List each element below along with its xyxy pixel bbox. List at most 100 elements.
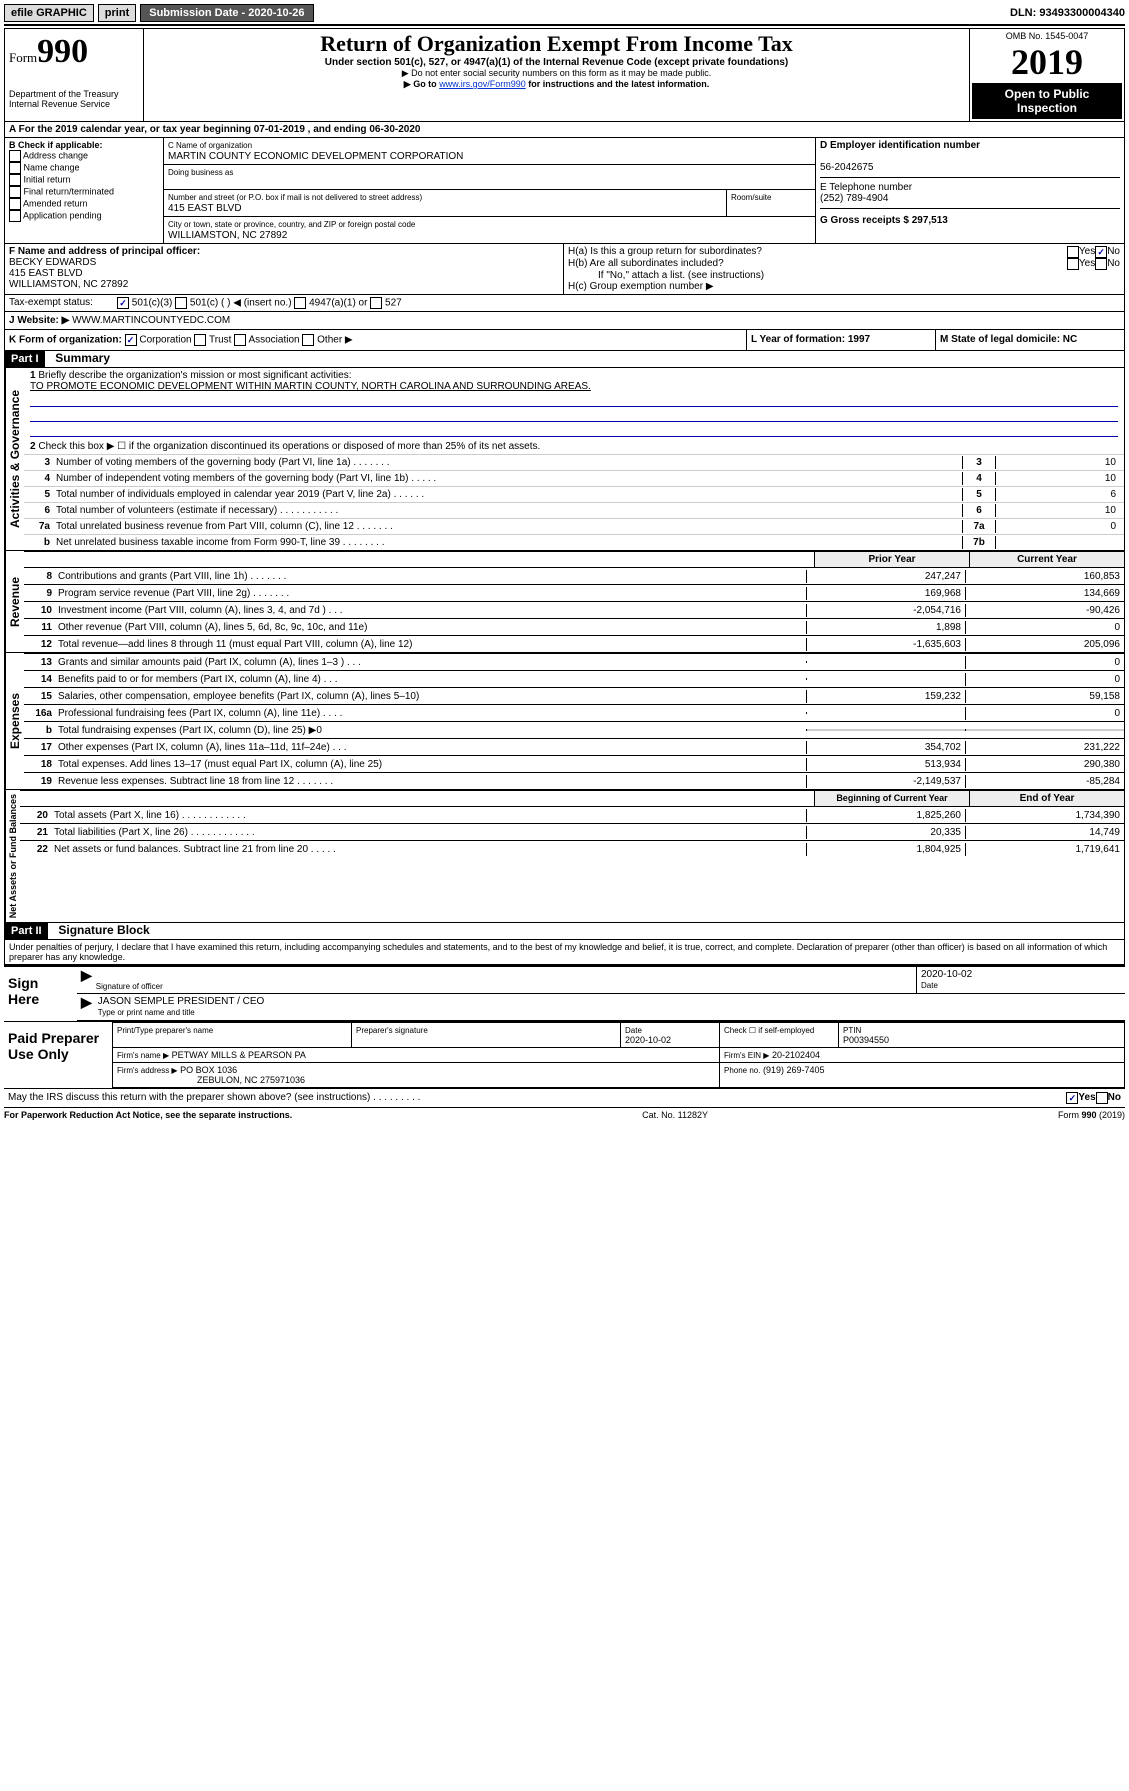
box-f: F Name and address of principal officer:…	[5, 244, 564, 294]
omb-label: OMB No. 1545-0047	[972, 31, 1122, 41]
gov-line: 3Number of voting members of the governi…	[24, 454, 1124, 470]
part1-header: Part I	[5, 351, 45, 367]
box-b: B Check if applicable: Address change Na…	[5, 138, 163, 243]
firm-name: PETWAY MILLS & PEARSON PA	[172, 1050, 306, 1060]
efile-button[interactable]: efile GRAPHIC	[4, 4, 94, 22]
form-title: Return of Organization Exempt From Incom…	[152, 31, 961, 57]
501c3-checkbox[interactable]	[117, 297, 129, 309]
tax-period: A For the 2019 calendar year, or tax yea…	[4, 122, 1125, 138]
arrow-icon: ▶	[77, 994, 96, 1020]
firm-ein: 20-2102404	[772, 1050, 820, 1060]
part2-header: Part II	[5, 923, 48, 939]
initial-return-checkbox[interactable]	[9, 174, 21, 186]
website-value: WWW.MARTINCOUNTYEDC.COM	[72, 315, 230, 326]
data-line: 15Salaries, other compensation, employee…	[24, 687, 1124, 704]
data-line: 9Program service revenue (Part VIII, lin…	[24, 584, 1124, 601]
4947-checkbox[interactable]	[294, 297, 306, 309]
gov-line: 4Number of independent voting members of…	[24, 470, 1124, 486]
box-c: C Name of organization MARTIN COUNTY ECO…	[163, 138, 816, 243]
data-line: 17Other expenses (Part IX, column (A), l…	[24, 738, 1124, 755]
dln-label: DLN: 93493300004340	[1010, 7, 1125, 19]
data-line: 22Net assets or fund balances. Subtract …	[20, 840, 1124, 857]
side-revenue: Revenue	[5, 551, 24, 652]
assoc-checkbox[interactable]	[234, 334, 246, 346]
firm-phone: (919) 269-7405	[763, 1065, 825, 1075]
gov-line: 5Total number of individuals employed in…	[24, 486, 1124, 502]
preparer-table: Print/Type preparer's name Preparer's si…	[112, 1022, 1125, 1088]
declaration: Under penalties of perjury, I declare th…	[4, 940, 1125, 965]
hb-yes-checkbox[interactable]	[1067, 258, 1079, 270]
ha-yes-checkbox[interactable]	[1067, 246, 1079, 258]
data-line: 18Total expenses. Add lines 13–17 (must …	[24, 755, 1124, 772]
final-return-checkbox[interactable]	[9, 186, 21, 198]
discuss-row: May the IRS discuss this return with the…	[4, 1088, 1125, 1107]
data-line: 13Grants and similar amounts paid (Part …	[24, 653, 1124, 670]
current-year-head: Current Year	[969, 552, 1124, 567]
box-d-e-g: D Employer identification number 56-2042…	[816, 138, 1124, 243]
org-name: MARTIN COUNTY ECONOMIC DEVELOPMENT CORPO…	[168, 151, 463, 162]
address-change-checkbox[interactable]	[9, 150, 21, 162]
arrow-icon: ▶	[77, 967, 96, 993]
trust-checkbox[interactable]	[194, 334, 206, 346]
discuss-no-checkbox[interactable]	[1096, 1092, 1108, 1104]
form-subtitle: Under section 501(c), 527, or 4947(a)(1)…	[152, 57, 961, 68]
ein-value: 56-2042675	[820, 162, 873, 173]
org-address: 415 EAST BLVD	[168, 203, 242, 214]
side-netassets: Net Assets or Fund Balances	[5, 790, 20, 922]
phone-value: (252) 789-4904	[820, 193, 888, 204]
paid-preparer-label: Paid Preparer Use Only	[4, 1022, 112, 1088]
end-year-head: End of Year	[969, 791, 1124, 806]
data-line: 10Investment income (Part VIII, column (…	[24, 601, 1124, 618]
open-public-label: Open to Public Inspection	[972, 83, 1122, 119]
ptin-value: P00394550	[843, 1035, 889, 1045]
form-number: Form990	[9, 33, 139, 71]
data-line: 19Revenue less expenses. Subtract line 1…	[24, 772, 1124, 789]
part1-title: Summary	[47, 351, 110, 365]
gov-line: bNet unrelated business taxable income f…	[24, 534, 1124, 550]
other-checkbox[interactable]	[302, 334, 314, 346]
page-footer: For Paperwork Reduction Act Notice, see …	[4, 1107, 1125, 1120]
irs-link[interactable]: www.irs.gov/Form990	[439, 79, 526, 89]
corp-checkbox[interactable]	[125, 334, 137, 346]
note-link: ▶ Go to www.irs.gov/Form990 for instruct…	[152, 79, 961, 90]
note-ssn: ▶ Do not enter social security numbers o…	[152, 68, 961, 79]
box-k: K Form of organization: Corporation Trus…	[5, 330, 746, 350]
data-line: bTotal fundraising expenses (Part IX, co…	[24, 721, 1124, 738]
amended-return-checkbox[interactable]	[9, 198, 21, 210]
submission-date-button[interactable]: Submission Date - 2020-10-26	[140, 4, 313, 22]
box-h: H(a) Is this a group return for subordin…	[564, 244, 1124, 294]
sign-here-block: Sign Here ▶ Signature of officer 2020-10…	[4, 965, 1125, 1021]
name-change-checkbox[interactable]	[9, 162, 21, 174]
irs-label: Internal Revenue Service	[9, 99, 139, 109]
gov-line: 6Total number of volunteers (estimate if…	[24, 502, 1124, 518]
top-toolbar: efile GRAPHIC print Submission Date - 20…	[4, 4, 1125, 22]
gov-line: 7aTotal unrelated business revenue from …	[24, 518, 1124, 534]
dept-label: Department of the Treasury	[9, 89, 139, 99]
527-checkbox[interactable]	[370, 297, 382, 309]
box-l: L Year of formation: 1997	[746, 330, 935, 350]
side-governance: Activities & Governance	[5, 368, 24, 550]
mission-text: TO PROMOTE ECONOMIC DEVELOPMENT WITHIN M…	[30, 381, 591, 392]
org-city: WILLIAMSTON, NC 27892	[168, 230, 287, 241]
data-line: 21Total liabilities (Part X, line 26) . …	[20, 823, 1124, 840]
hb-no-checkbox[interactable]	[1095, 258, 1107, 270]
data-line: 14Benefits paid to or for members (Part …	[24, 670, 1124, 687]
data-line: 11Other revenue (Part VIII, column (A), …	[24, 618, 1124, 635]
ha-no-checkbox[interactable]	[1095, 246, 1107, 258]
box-j: J Website: ▶ WWW.MARTINCOUNTYEDC.COM	[4, 312, 1125, 330]
data-line: 8Contributions and grants (Part VIII, li…	[24, 567, 1124, 584]
tax-status-label: Tax-exempt status:	[5, 295, 113, 311]
tax-year: 2019	[972, 41, 1122, 83]
data-line: 20Total assets (Part X, line 16) . . . .…	[20, 806, 1124, 823]
discuss-yes-checkbox[interactable]	[1066, 1092, 1078, 1104]
print-button[interactable]: print	[98, 4, 136, 22]
gross-receipts: G Gross receipts $ 297,513	[820, 215, 948, 226]
501c-checkbox[interactable]	[175, 297, 187, 309]
form-header: Form990 Department of the Treasury Inter…	[4, 28, 1125, 122]
data-line: 16aProfessional fundraising fees (Part I…	[24, 704, 1124, 721]
application-pending-checkbox[interactable]	[9, 210, 21, 222]
prior-year-head: Prior Year	[814, 552, 969, 567]
officer-name: JASON SEMPLE PRESIDENT / CEO	[98, 996, 265, 1007]
form-ref: Form 990 (2019)	[1058, 1110, 1125, 1120]
side-expenses: Expenses	[5, 653, 24, 789]
